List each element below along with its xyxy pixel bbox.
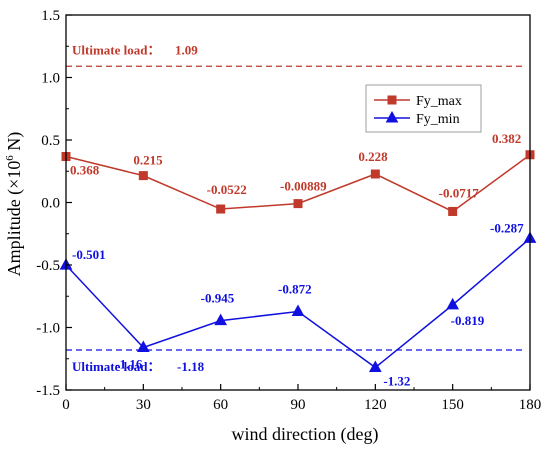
data-label: -0.0717 [439, 185, 480, 200]
x-tick-label: 120 [364, 397, 387, 413]
data-label: -0.501 [72, 247, 106, 262]
data-label: -0.0522 [207, 182, 247, 197]
series-layer: 0.368 0.215 -0.0522 -0.00889 0.228 -0.0717 0.3… [59, 131, 537, 389]
ultimate-load-label: Ultimate load： [72, 359, 160, 374]
y-tick-label: -1.5 [36, 383, 60, 399]
x-tick-label: 180 [519, 397, 542, 413]
y-axis-title-sup: 6 [4, 155, 16, 161]
ultimate-load-label: Ultimate load： [72, 42, 160, 57]
x-tick-label: 30 [136, 397, 151, 413]
data-label: 0.228 [358, 149, 388, 164]
data-point-triangle [291, 304, 305, 316]
y-axis-title: Amplitude (×106 N) [4, 132, 25, 277]
y-tick-label: -0.5 [36, 258, 60, 274]
legend-label: Fy_max [416, 94, 462, 109]
data-label: -0.819 [451, 313, 485, 328]
data-label: -1.16 [115, 357, 143, 372]
series-fy-max: 0.368 0.215 -0.0522 -0.00889 0.228 -0.0717 0.3… [61, 131, 535, 216]
data-point-square [216, 204, 226, 214]
data-point-square [138, 171, 148, 181]
data-label: -0.945 [201, 291, 235, 306]
data-label: 0.368 [70, 163, 100, 178]
data-point-triangle [446, 297, 460, 310]
legend: Fy_max Fy_min [365, 84, 482, 133]
y-tick-label: 1.0 [41, 71, 60, 87]
x-axis-title: wind direction (deg) [232, 424, 379, 445]
data-point-square [387, 95, 397, 105]
data-point-square [370, 169, 380, 179]
data-point-square [448, 206, 458, 216]
legend-box [365, 84, 482, 133]
y-tick-label: 0.5 [41, 133, 60, 149]
data-point-triangle [368, 360, 382, 372]
legend-label: Fy_min [416, 112, 460, 127]
y-tick-label: -1.0 [36, 321, 60, 337]
data-point-triangle [136, 340, 150, 352]
data-label: 0.215 [133, 153, 163, 168]
data-label: 0.382 [492, 131, 521, 146]
data-point-triangle [214, 313, 228, 326]
ultimate-load-value: 1.09 [175, 42, 198, 57]
x-tick-label: 0 [62, 397, 70, 413]
data-point-square [293, 199, 303, 209]
x-tick-label: 150 [441, 397, 464, 413]
series-line [65, 237, 531, 369]
y-axis-title-tail: N) [4, 132, 25, 156]
data-label: -1.32 [383, 374, 410, 389]
reference-lines: Ultimate load： 1.09 Ultimate load： -1.18 [66, 42, 526, 374]
ultimate-load-value: -1.18 [177, 359, 205, 374]
x-tick-label: 60 [213, 397, 228, 413]
axes: 0 30 60 90 120 150 180 -1.5 -1.0 -0.5 0.0 0.5 1.0 1.5 [36, 8, 541, 413]
series-fy-min: -0.501 -1.16 -0.945 -0.872 -1.32 -0.819 -0.287 [59, 220, 537, 389]
data-label: -0.872 [278, 282, 312, 297]
y-tick-label: 0.0 [41, 196, 60, 212]
y-tick-label: 1.5 [41, 8, 60, 24]
x-tick-label: 90 [291, 397, 306, 413]
data-label: -0.287 [490, 220, 524, 235]
data-label: -0.00889 [280, 179, 327, 194]
data-point-triangle [385, 110, 399, 123]
y-axis-title-main: Amplitude (×10 [4, 161, 25, 277]
